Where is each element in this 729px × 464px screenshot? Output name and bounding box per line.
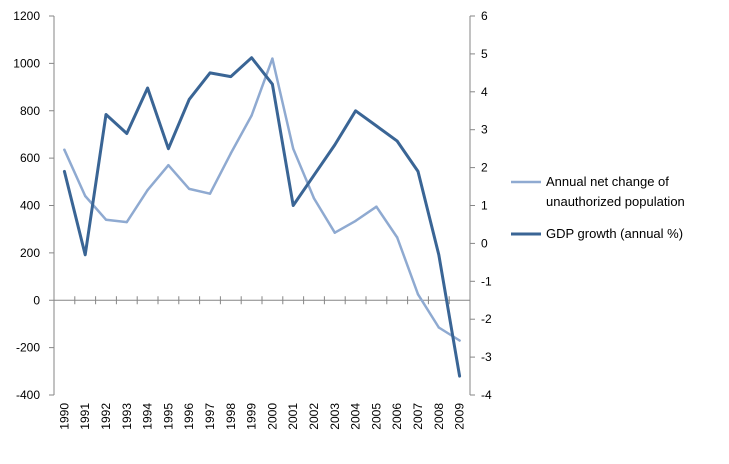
right-tick-label: -1 [481, 274, 492, 288]
data-point [416, 170, 420, 173]
legend: Annual net change of unauthorized populat… [511, 174, 685, 241]
data-point [84, 194, 87, 198]
data-point [333, 231, 336, 234]
data-point [250, 56, 253, 59]
right-tick-label: 4 [481, 85, 488, 99]
left-tick-label: 600 [20, 151, 40, 165]
data-point [188, 187, 191, 191]
right-tick-label: -4 [481, 388, 492, 402]
data-point [188, 98, 191, 101]
data-point [458, 339, 461, 342]
data-point [312, 173, 316, 177]
x-tick-label: 1998 [224, 403, 238, 430]
data-point [416, 293, 420, 296]
right-tick-label: 3 [481, 123, 488, 137]
right-tick-label: 5 [481, 47, 488, 61]
x-tick-label: 2002 [307, 403, 321, 430]
data-point [63, 170, 66, 173]
right-y-axis-ticks: -4 -3 -2 -1 0 1 2 3 4 5 6 [470, 9, 492, 402]
x-tick-label: 1990 [57, 403, 71, 430]
data-point [125, 220, 128, 224]
series-1 [63, 57, 461, 342]
data-point [375, 124, 378, 128]
x-tick-label: 1992 [99, 403, 113, 430]
legend-entry-1: Annual net change of unauthorized populat… [511, 174, 685, 209]
x-tick-label: 1997 [203, 403, 217, 430]
data-point [167, 164, 170, 167]
left-tick-label: 1200 [13, 9, 40, 23]
data-point [167, 147, 170, 150]
right-tick-label: 2 [481, 161, 488, 175]
series-lines [62, 56, 462, 378]
data-point [437, 326, 440, 329]
x-tick-label: 2005 [369, 403, 383, 430]
x-tick-label: 1995 [161, 403, 175, 430]
left-tick-label: 800 [20, 104, 40, 118]
left-tick-label: 200 [20, 246, 40, 260]
series-2 [62, 56, 462, 378]
x-tick-label: 2006 [390, 403, 404, 430]
right-tick-label: 0 [481, 236, 488, 250]
series-line [63, 57, 461, 342]
data-point [84, 253, 87, 256]
x-tick-label: 2008 [432, 403, 446, 430]
x-tick-label: 2001 [286, 403, 300, 430]
x-tick-label: 2004 [349, 403, 363, 430]
data-point [375, 205, 378, 208]
data-point [396, 139, 399, 143]
right-tick-label: 6 [481, 9, 488, 23]
data-point [63, 148, 66, 152]
data-point [104, 218, 108, 221]
data-point [271, 57, 274, 60]
data-point [396, 236, 399, 239]
left-tick-label: -400 [16, 388, 40, 402]
data-point [354, 219, 357, 223]
data-point [333, 143, 336, 147]
data-point [104, 113, 108, 116]
data-point [250, 114, 253, 117]
x-axis-ticks: 1990 1991 1992 1993 1994 1995 1996 1997 1998 1999… [53, 296, 471, 430]
data-point [146, 86, 149, 90]
left-tick-label: 400 [20, 199, 40, 213]
x-tick-label: 1996 [182, 403, 196, 430]
data-point [208, 192, 212, 195]
right-tick-label: -2 [481, 312, 492, 326]
right-tick-label: -3 [481, 350, 492, 364]
data-point [312, 197, 316, 200]
data-point [229, 75, 232, 78]
legend-label: GDP growth (annual %) [546, 226, 683, 241]
data-point [354, 109, 357, 112]
x-tick-label: 1993 [120, 403, 134, 430]
x-tick-label: 2009 [453, 403, 467, 430]
data-point [458, 374, 461, 378]
x-tick-label: 2007 [411, 403, 425, 430]
legend-entry-2: GDP growth (annual %) [511, 226, 683, 241]
data-point [146, 188, 149, 192]
x-tick-label: 1994 [141, 403, 155, 430]
x-tick-label: 1999 [245, 403, 259, 430]
x-tick-label: 2003 [328, 403, 342, 430]
x-tick-label: 1991 [78, 403, 92, 430]
left-tick-label: 1000 [13, 56, 40, 70]
series-line [62, 56, 462, 378]
right-tick-label: 1 [481, 199, 488, 213]
x-tick-label: 2000 [265, 403, 279, 430]
data-point [292, 204, 295, 207]
data-point [208, 71, 212, 75]
legend-label: unauthorized population [546, 194, 685, 209]
left-tick-label: -200 [16, 341, 40, 355]
legend-label: Annual net change of [546, 174, 669, 189]
data-point [437, 253, 440, 256]
data-point [125, 132, 128, 135]
data-point [229, 152, 232, 155]
data-point [271, 83, 274, 86]
left-y-axis-ticks: -400 -200 0 200 400 600 800 1000 1200 [13, 9, 54, 402]
data-point [292, 147, 295, 150]
left-tick-label: 0 [33, 293, 40, 307]
